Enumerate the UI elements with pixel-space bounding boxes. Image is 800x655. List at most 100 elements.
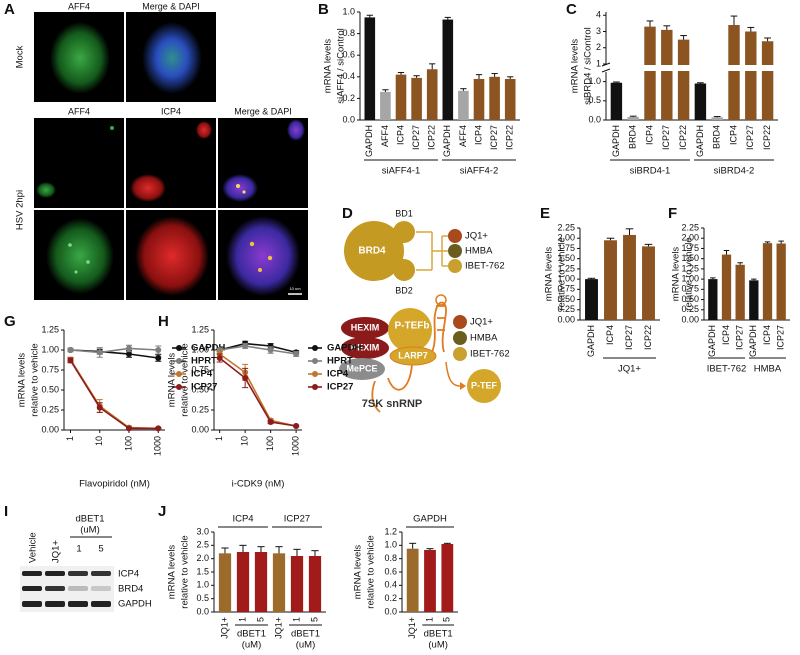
inhibitor (453, 331, 467, 345)
inhibitor-label: JQ1+ (470, 317, 493, 328)
protein-label: P-TEFb (395, 321, 430, 332)
bar (776, 243, 786, 320)
bar (642, 246, 655, 320)
band (91, 586, 111, 591)
subgroup-label: (uM) (296, 640, 316, 651)
error-bar (460, 88, 467, 91)
protein-label: HEXIM (351, 322, 380, 332)
rna-loop (435, 294, 447, 306)
inhibitor-label: JQ1+ (465, 231, 488, 242)
bar (308, 556, 322, 612)
larp7 (389, 346, 437, 366)
ptef (467, 369, 501, 403)
y-tick-label: 1.00 (41, 344, 59, 354)
x-tick-label: GAPDH (586, 325, 596, 357)
arrow (445, 361, 461, 387)
y-axis-label: siAFF4 / siControl (336, 28, 347, 104)
x-tick-label: ICP4 (644, 125, 654, 145)
group-label: ICP27 (284, 514, 310, 525)
subgroup-label: (uM) (242, 640, 262, 651)
inhibitor (448, 229, 462, 243)
group-label: GAPDH (413, 514, 447, 525)
y-tick-label: 0.75 (557, 284, 575, 294)
y-tick-label: 1 (596, 58, 601, 68)
y-tick-label: 1.00 (681, 273, 699, 283)
lane-label: Vehicle (28, 532, 39, 563)
error-bar (426, 548, 434, 550)
legend-marker (176, 345, 182, 351)
error-bar (764, 37, 771, 42)
domain-label: BD2 (395, 285, 413, 295)
y-tick-label: 0.00 (681, 314, 699, 324)
y-tick-label: 4 (596, 10, 601, 20)
hexim (341, 317, 389, 339)
legend-marker (312, 345, 318, 351)
band (68, 601, 88, 607)
error-bar (737, 262, 743, 265)
bar (290, 556, 304, 612)
y-tick-label: 0.75 (681, 284, 699, 294)
group-label: HMBA (754, 364, 782, 375)
point (267, 347, 274, 353)
bar (761, 41, 774, 120)
x-tick-label: 1 (214, 436, 224, 441)
error-bar (475, 74, 483, 79)
group-label: siAFF4-2 (460, 166, 499, 177)
band (22, 571, 42, 576)
y-tick-label: 0.0 (384, 606, 397, 616)
band-label: BRD4 (118, 584, 143, 595)
error-bar (366, 14, 373, 18)
legend-label: ICP27 (327, 382, 353, 393)
legend-marker (312, 358, 318, 364)
error-bar (293, 548, 301, 556)
x-tick-label: 1000 (291, 436, 301, 456)
legend-marker (176, 358, 182, 364)
x-tick-label: GAPDH (748, 325, 758, 357)
x-tick-label: JQ1+ (407, 617, 417, 639)
protein-label: HEXIM (351, 342, 380, 352)
series-line (219, 342, 297, 354)
error-bar (239, 544, 247, 552)
x-tick-label: ICP22 (678, 125, 688, 150)
x-tick-label: 1 (424, 617, 434, 622)
y-tick-label: 2.25 (557, 222, 575, 232)
point (216, 355, 223, 361)
y-axis-label: mRNA levels (17, 353, 28, 408)
x-tick-label: JQ1+ (273, 617, 283, 639)
group-label: ICP4 (232, 514, 253, 525)
bar (694, 83, 707, 120)
y-tick-label: 0.00 (191, 424, 209, 434)
panel-letter: E (540, 205, 550, 222)
panel-letter: H (158, 313, 169, 330)
error-bar (764, 241, 771, 244)
error-bar (443, 542, 451, 544)
brd4-protein (344, 221, 404, 281)
error-bar (723, 249, 730, 255)
series-line (219, 345, 297, 355)
spot (258, 268, 262, 272)
series-line (69, 359, 159, 430)
bar (504, 78, 516, 120)
nucleus (196, 121, 212, 139)
band (91, 601, 111, 607)
point (96, 349, 103, 356)
spot (236, 184, 240, 188)
nucleus (130, 174, 166, 202)
x-tick-label: 100 (265, 436, 275, 451)
y-axis-label: relative to vehicle (180, 343, 191, 416)
bar (364, 17, 376, 120)
x-tick-label: ICP27 (776, 325, 786, 350)
error-bar (778, 240, 784, 244)
y-axis-label: siBRD4 / siControl (583, 27, 594, 105)
series-line (219, 353, 297, 427)
error-bar (680, 35, 687, 40)
panel-a: A AFF4 Merge & DAPI Mock AFF4 ICP4 Merge… (4, 1, 308, 300)
panel-letter: J (158, 503, 166, 520)
x-tick-label: 5 (255, 617, 265, 622)
band (22, 586, 42, 591)
nucleus (226, 216, 300, 296)
x-tick-label: 100 (123, 436, 133, 451)
nucleus (135, 216, 209, 296)
y-axis-label: mRNA levels (353, 545, 364, 600)
bar (721, 254, 732, 320)
